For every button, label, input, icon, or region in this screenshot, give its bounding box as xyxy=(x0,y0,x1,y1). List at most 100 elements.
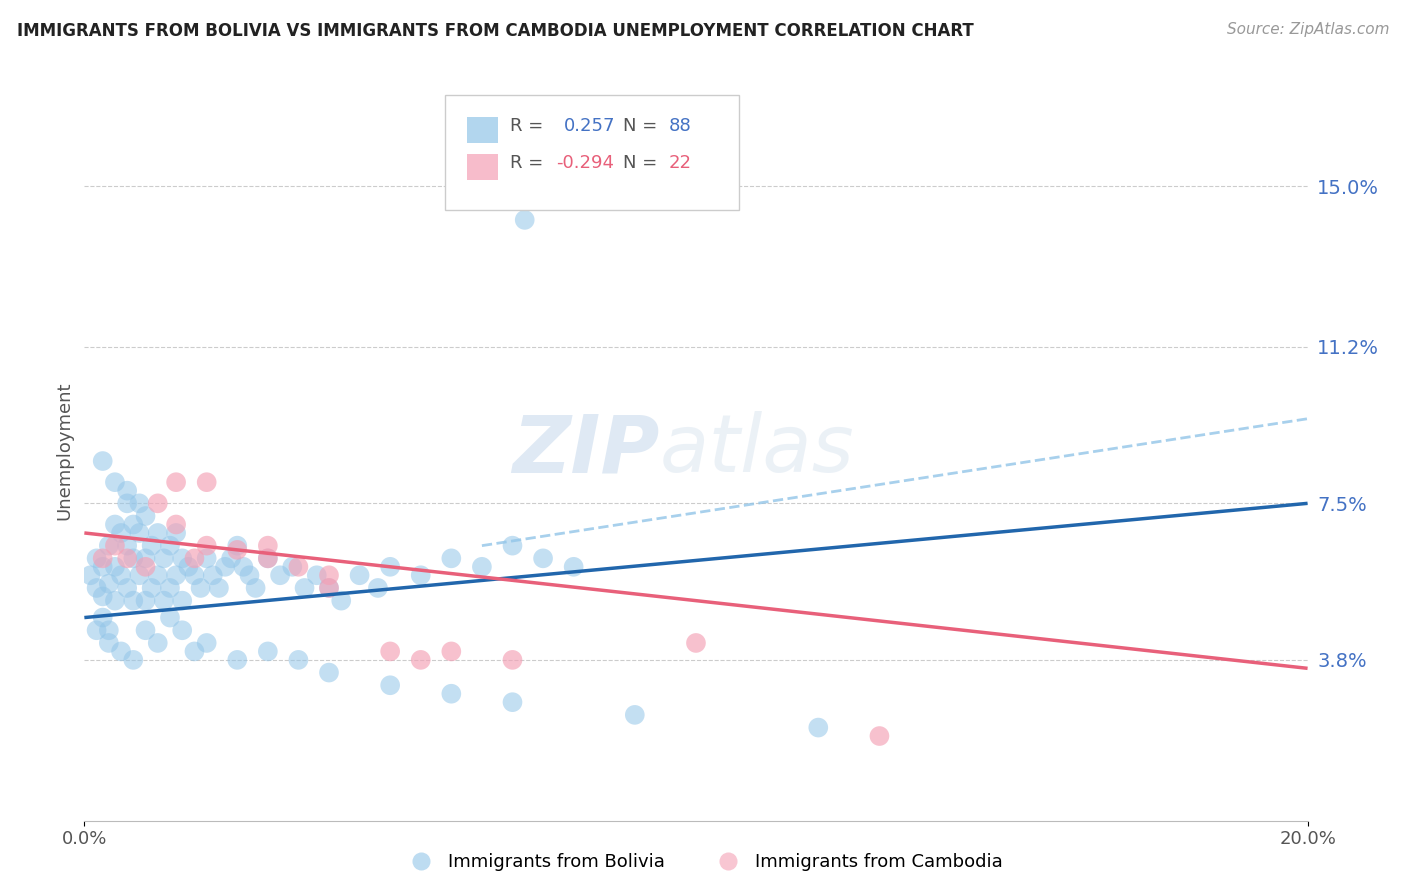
Point xyxy=(869,729,891,743)
Point xyxy=(440,644,463,658)
Point xyxy=(135,593,157,607)
Point xyxy=(226,542,249,557)
Point xyxy=(104,475,127,490)
Point xyxy=(97,576,120,591)
Point xyxy=(97,624,120,638)
Point xyxy=(294,581,316,595)
Point xyxy=(91,590,114,604)
Point xyxy=(183,568,205,582)
Point xyxy=(502,539,524,553)
Point xyxy=(146,525,169,540)
FancyBboxPatch shape xyxy=(446,95,738,210)
Point xyxy=(409,653,432,667)
Point xyxy=(135,624,157,638)
Point xyxy=(624,707,647,722)
Point xyxy=(104,559,127,574)
Point xyxy=(195,636,218,650)
Point xyxy=(318,581,340,595)
Point xyxy=(183,551,205,566)
Point xyxy=(531,551,554,566)
Point xyxy=(115,551,138,566)
Point xyxy=(367,581,389,595)
Point xyxy=(122,551,145,566)
Point xyxy=(122,593,145,607)
Point xyxy=(471,559,494,574)
Point xyxy=(380,678,402,692)
Point xyxy=(440,551,463,566)
Point xyxy=(110,568,132,582)
Point xyxy=(190,581,212,595)
Point xyxy=(86,551,108,566)
Bar xyxy=(467,154,498,180)
Point xyxy=(135,551,157,566)
Point xyxy=(165,568,187,582)
Point xyxy=(104,593,127,607)
Point xyxy=(349,568,371,582)
Point xyxy=(502,695,524,709)
Point xyxy=(172,624,194,638)
Text: 22: 22 xyxy=(669,154,692,172)
Point xyxy=(146,636,169,650)
Point xyxy=(141,539,163,553)
Point xyxy=(86,581,108,595)
Point xyxy=(219,551,242,566)
Point xyxy=(128,568,150,582)
Point xyxy=(159,610,181,624)
Point xyxy=(104,539,127,553)
Point xyxy=(146,496,169,510)
Point xyxy=(115,539,138,553)
Point xyxy=(195,551,218,566)
Text: N =: N = xyxy=(623,117,657,136)
Point xyxy=(305,568,328,582)
Point xyxy=(245,581,267,595)
Point xyxy=(115,581,138,595)
Point xyxy=(380,559,402,574)
Point xyxy=(165,525,187,540)
Point xyxy=(172,551,194,566)
Point xyxy=(135,559,157,574)
Point xyxy=(269,568,291,582)
Text: R =: R = xyxy=(510,117,543,136)
Point xyxy=(208,581,231,595)
Point xyxy=(226,539,249,553)
Point xyxy=(440,687,463,701)
Point xyxy=(115,483,138,498)
Text: Source: ZipAtlas.com: Source: ZipAtlas.com xyxy=(1226,22,1389,37)
Point xyxy=(214,559,236,574)
Point xyxy=(91,454,114,468)
Point xyxy=(141,581,163,595)
Point xyxy=(380,644,402,658)
Text: ZIP: ZIP xyxy=(512,411,659,490)
Point xyxy=(91,559,114,574)
Point xyxy=(115,496,138,510)
Point xyxy=(183,644,205,658)
Legend: Immigrants from Bolivia, Immigrants from Cambodia: Immigrants from Bolivia, Immigrants from… xyxy=(395,847,1011,879)
Point xyxy=(318,665,340,680)
Text: -0.294: -0.294 xyxy=(557,154,614,172)
Point xyxy=(562,559,585,574)
Point xyxy=(409,568,432,582)
Point xyxy=(165,475,187,490)
Text: 0.257: 0.257 xyxy=(564,117,616,136)
Point xyxy=(91,551,114,566)
Text: atlas: atlas xyxy=(659,411,853,490)
Point xyxy=(159,581,181,595)
Point xyxy=(502,653,524,667)
Point xyxy=(165,517,187,532)
Point xyxy=(159,539,181,553)
Point xyxy=(110,644,132,658)
Text: N =: N = xyxy=(623,154,657,172)
Point xyxy=(257,551,280,566)
Point xyxy=(110,525,132,540)
Point xyxy=(146,568,169,582)
Point xyxy=(135,509,157,524)
Point xyxy=(257,644,280,658)
Point xyxy=(177,559,200,574)
Text: IMMIGRANTS FROM BOLIVIA VS IMMIGRANTS FROM CAMBODIA UNEMPLOYMENT CORRELATION CHA: IMMIGRANTS FROM BOLIVIA VS IMMIGRANTS FR… xyxy=(17,22,973,40)
Point xyxy=(257,551,280,566)
Point xyxy=(232,559,254,574)
Text: 88: 88 xyxy=(669,117,692,136)
Point xyxy=(287,559,309,574)
Point xyxy=(128,525,150,540)
Point xyxy=(91,610,114,624)
